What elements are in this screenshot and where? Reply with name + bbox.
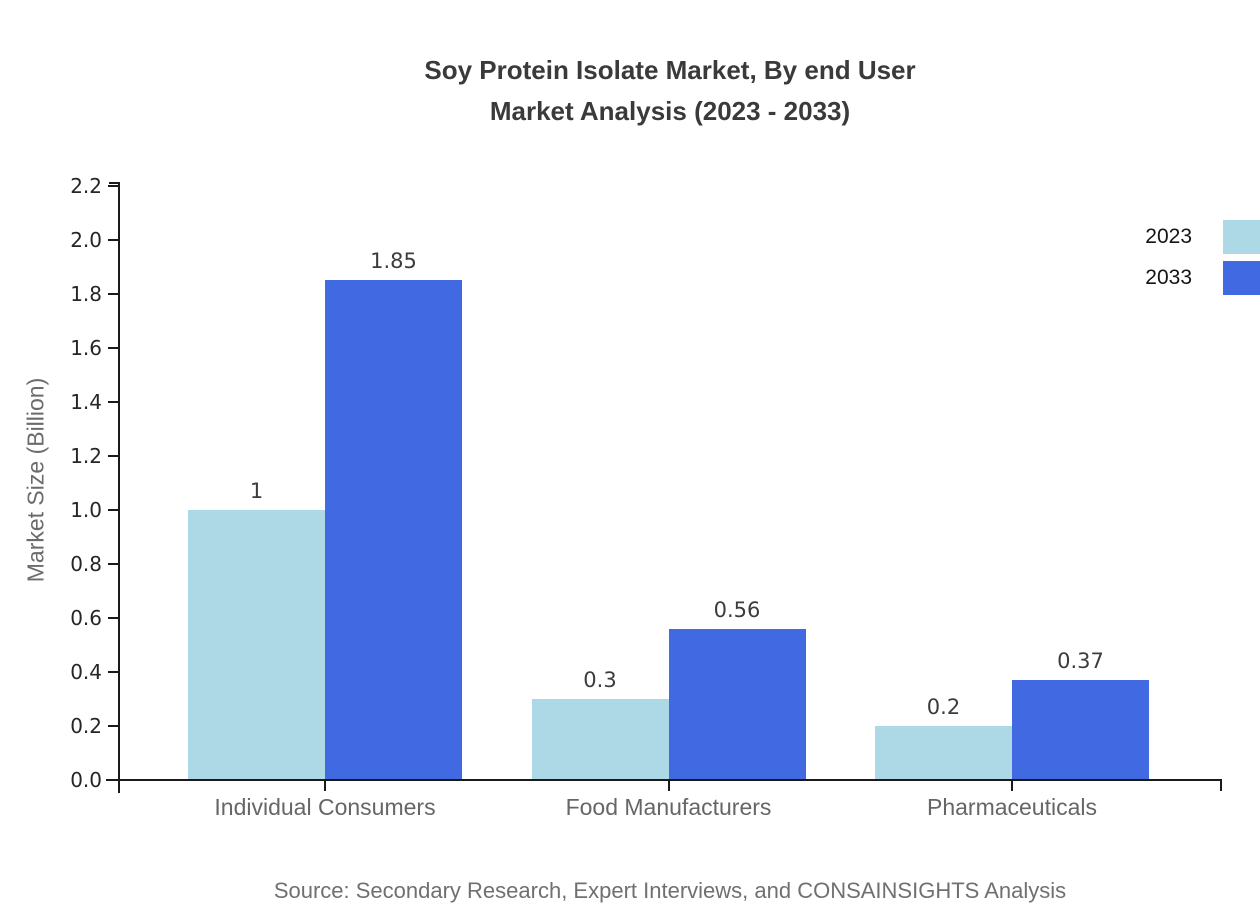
chart-title-line-2: Market Analysis (2023 - 2033)	[489, 96, 851, 126]
y-tick-label: 0.6	[70, 606, 102, 630]
y-tick	[108, 563, 118, 565]
legend-swatch	[1223, 261, 1260, 295]
x-tick	[1011, 780, 1013, 791]
x-tick	[324, 780, 326, 791]
bar-value-label: 0.3	[583, 668, 617, 692]
x-tick	[667, 780, 670, 791]
y-tick-label: 1.2	[70, 444, 102, 468]
chart-title: Soy Protein Isolate Market, By end User …	[118, 50, 1222, 132]
y-tick-label: 1.4	[70, 390, 102, 414]
y-tick	[108, 617, 118, 619]
bar-2033-food-manufacturers	[668, 629, 806, 780]
bar-2023-individual-consumers	[188, 510, 325, 780]
x-category-label: Food Manufacturers	[565, 794, 772, 820]
legend: 2023 2033	[1145, 220, 1260, 302]
y-tick	[108, 185, 118, 187]
bar-2023-food-manufacturers	[531, 699, 669, 780]
y-tick-label: 2.0	[70, 228, 102, 252]
y-tick	[108, 509, 118, 511]
legend-label: 2023	[1145, 225, 1192, 248]
legend-item-2023: 2023	[1145, 220, 1260, 254]
y-tick-label: 2.2	[70, 174, 102, 198]
bar-2023-pharmaceuticals	[875, 726, 1012, 780]
legend-swatch	[1223, 220, 1260, 254]
y-tick	[108, 347, 118, 349]
bar-value-label: 1	[249, 479, 264, 503]
y-tick-label: 1.8	[70, 282, 102, 306]
y-tick-label: 0.2	[70, 714, 102, 738]
y-tick	[108, 455, 118, 457]
x-axis-line	[106, 779, 1222, 781]
y-tick-label: 0.4	[70, 660, 102, 684]
chart-title-line-1: Soy Protein Isolate Market, By end User	[424, 55, 916, 85]
bar-value-label: 1.85	[370, 249, 417, 273]
y-tick	[108, 671, 118, 673]
bar-2033-pharmaceuticals	[1012, 680, 1149, 780]
y-tick	[108, 725, 118, 727]
y-tick-label: 0.0	[70, 768, 102, 792]
source-note: Source: Secondary Research, Expert Inter…	[273, 878, 1067, 903]
x-category-label: Individual Consumers	[214, 794, 436, 820]
bar-value-label: 0.2	[926, 695, 961, 719]
y-axis-line	[118, 182, 120, 793]
y-tick-label: 1.0	[70, 498, 102, 522]
legend-label: 2033	[1145, 266, 1192, 289]
y-axis-top-cap	[109, 182, 118, 184]
bar-2033-individual-consumers	[325, 280, 462, 780]
y-tick	[108, 239, 118, 241]
y-tick	[108, 293, 118, 295]
bar-value-label: 0.37	[1057, 649, 1104, 673]
x-axis-end-cap	[1220, 779, 1222, 791]
y-tick	[108, 401, 118, 403]
y-tick-label: 1.6	[70, 336, 102, 360]
y-tick-label: 0.8	[70, 552, 102, 576]
x-category-label: Pharmaceuticals	[926, 794, 1098, 820]
legend-item-2033: 2033	[1145, 261, 1260, 295]
bar-value-label: 0.56	[713, 598, 761, 622]
